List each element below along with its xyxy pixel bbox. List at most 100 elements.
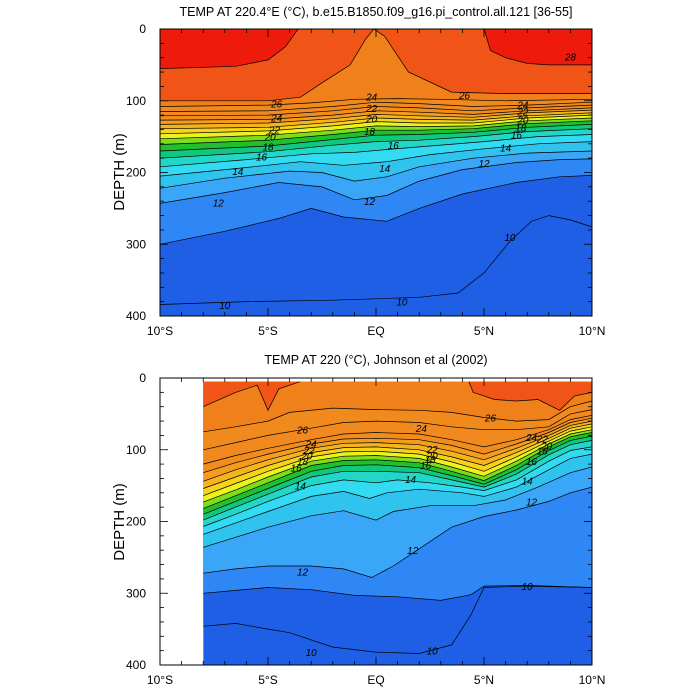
isotherm-24 [203, 414, 592, 465]
x-tick-label: EQ [367, 673, 384, 687]
contour-label: 20 [516, 115, 529, 126]
isotherm-24 [160, 104, 592, 117]
isotherm-25 [203, 409, 592, 451]
isotherm-21 [203, 423, 592, 489]
chart-title-model: TEMP AT 220.4°E (°C), b.e15.B1850.f09_g1… [180, 5, 573, 19]
contour-label: 24 [415, 424, 428, 435]
x-tick-label: 5°N [474, 673, 494, 687]
contour-label: 10 [522, 582, 534, 593]
y-axis-label-model: DEPTH (m) [111, 133, 128, 211]
contour-label: 12 [407, 546, 419, 557]
isotherm-19 [160, 117, 592, 140]
isotherm-12 [160, 158, 592, 204]
contour-label: 12 [297, 568, 309, 579]
contour-label: 26 [458, 91, 471, 102]
isotherm-10 [160, 215, 592, 305]
contour-field [160, 29, 592, 316]
x-tick-label: 5°S [258, 673, 277, 687]
isotherm-12 [203, 486, 592, 578]
x-tick-label: 10°N [579, 324, 606, 338]
isotherm-17 [160, 124, 592, 152]
contour-label: 20 [300, 451, 313, 462]
isotherm-22 [160, 109, 592, 125]
contour-label: 18 [537, 446, 549, 457]
contour-label: 22 [536, 434, 549, 445]
contour-label: 28 [564, 52, 577, 63]
isotherm-18 [203, 432, 592, 509]
x-tick-label: 10°S [147, 673, 173, 687]
contour-label: 16 [256, 153, 268, 164]
contour-label: 20 [264, 133, 277, 144]
isotherm-27 [468, 381, 592, 411]
isotherm-25 [160, 101, 592, 112]
contour-label: 20 [365, 115, 378, 126]
contour-label: 10 [306, 648, 318, 659]
contour-label: 12 [213, 199, 225, 210]
contour-label: 26 [296, 426, 309, 437]
contour-label: 16 [526, 457, 538, 468]
contour-label: 26 [484, 413, 497, 424]
y-tick-label: 300 [126, 586, 146, 600]
contour-label: 24 [525, 433, 538, 444]
contour-label: 22 [516, 108, 529, 119]
contour-label: 26 [270, 100, 283, 111]
isotherm-28 [483, 29, 592, 66]
contour-label: 18 [297, 457, 309, 468]
x-tick-label: EQ [367, 324, 384, 338]
isotherm-15 [160, 134, 592, 168]
isotherm-13 [160, 150, 592, 189]
contour-band-28 [160, 29, 299, 69]
y-tick-label: 0 [139, 22, 146, 36]
y-tick-label: 200 [126, 515, 146, 529]
isotherm-18 [160, 120, 592, 145]
isotherm-16 [160, 128, 592, 159]
isotherm-17 [203, 435, 592, 515]
isotherm-23 [203, 417, 592, 474]
x-tick-label: 5°S [258, 324, 277, 338]
isotherm-20 [203, 426, 592, 497]
y-tick-label: 0 [139, 371, 146, 385]
contour-band-27 [468, 381, 592, 411]
y-tick-label: 100 [126, 94, 146, 108]
isotherm-19 [203, 429, 592, 503]
contour-label: 12 [478, 159, 490, 170]
isotherm-27 [160, 29, 592, 102]
isotherm-14 [203, 453, 592, 535]
isotherm-10 [203, 585, 592, 654]
contour-band-28 [484, 29, 592, 65]
y-tick-label: 100 [126, 443, 146, 457]
contour-label: 24 [516, 100, 529, 111]
contour-label: 14 [500, 143, 512, 154]
contour-label: 12 [526, 497, 538, 508]
x-tick-label: 5°N [474, 324, 494, 338]
isotherm-27 [203, 381, 301, 412]
contour-label: 14 [522, 477, 534, 488]
isotherm-11 [203, 585, 592, 601]
contour-label: 10 [504, 233, 516, 244]
y-tick-label: 400 [126, 309, 146, 323]
isotherm-22 [203, 420, 592, 482]
contour-label: 16 [388, 141, 400, 152]
chart-title-johnson: TEMP AT 220 (°C), Johnson et al (2002) [264, 353, 487, 367]
contour-label: 16 [291, 464, 303, 475]
contour-label: 20 [426, 451, 439, 462]
isotherm-26 [160, 98, 592, 107]
contour-label: 14 [295, 482, 307, 493]
contour-label: 20 [540, 441, 553, 452]
isotherm-20 [160, 114, 592, 135]
y-tick-label: 300 [126, 237, 146, 251]
y-tick-label: 200 [126, 166, 146, 180]
contour-label: 24 [365, 92, 378, 103]
panel-model: TEMP AT 220.4°E (°C), b.e15.B1850.f09_g1… [111, 5, 605, 338]
contour-label: 18 [364, 127, 376, 138]
isotherm-23 [160, 107, 592, 121]
isotherm-13 [203, 466, 592, 548]
contour-label: 22 [426, 445, 439, 456]
isotherm-11 [160, 175, 592, 245]
isotherm-16 [203, 440, 592, 521]
x-tick-label: 10°S [147, 324, 173, 338]
contour-label: 10 [219, 301, 231, 312]
contour-label: 18 [424, 455, 436, 466]
contour-field [203, 381, 592, 665]
panel-johnson: TEMP AT 220 (°C), Johnson et al (2002) D… [111, 353, 605, 687]
